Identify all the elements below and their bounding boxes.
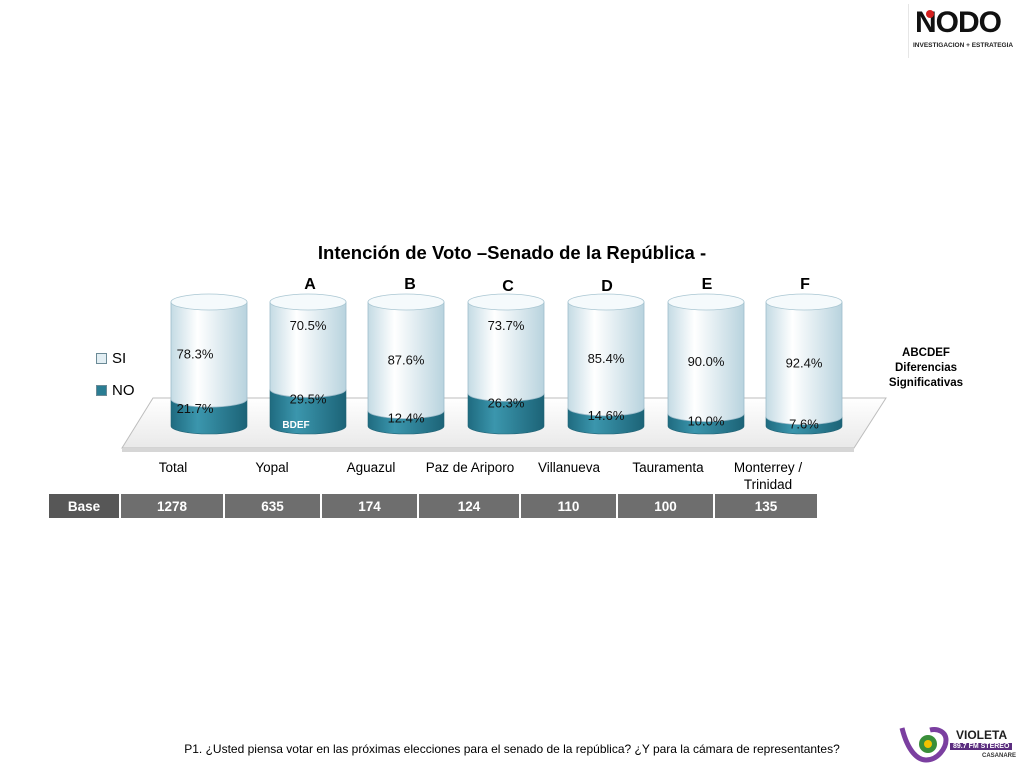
bar-cap-total [170,293,248,311]
significance-line3: Significativas [888,377,964,389]
base-table: Base 1278 635 174 124 110 100 135 [47,494,819,518]
column-letter-b: B [404,276,416,293]
legend-swatch-si [96,353,107,364]
base-value-monterrey-trinidad: 135 [715,494,817,518]
data-label-si-paz-de-ariporo: 73.7% [488,318,525,333]
bar-si-total [170,301,248,408]
bar-cap-paz-de-ariporo [467,293,545,311]
legend-item-si: SI [96,350,126,367]
pin-icon [926,10,934,18]
column-letter-d: D [601,278,613,295]
violeta-emblem-icon [899,727,949,763]
data-label-si-total: 78.3% [177,347,214,362]
base-value-aguazul: 174 [322,494,417,518]
bar-cap-villanueva [567,293,645,311]
violeta-name: VIOLETA [956,728,1008,742]
bar-si-aguazul [367,301,445,420]
category-label-tauramenta: Tauramenta [632,460,704,475]
significance-note: ABCDEF Diferencias Significativas [876,346,976,391]
violeta-sub: CASANARE [982,753,1017,759]
bar-cap-aguazul [367,293,445,311]
chart-floor-edge [122,448,854,452]
base-value-tauramenta: 100 [618,494,713,518]
base-label: Base [49,494,119,518]
category-label-yopal: Yopal [255,460,289,475]
bar-si-villanueva [567,301,645,417]
data-label-si-yopal: 70.5% [290,318,327,333]
chart-title: Intención de Voto –Senado de la Repúblic… [317,242,707,263]
legend-swatch-no [96,385,107,396]
data-label-no-tauramenta: 10.0% [688,414,725,429]
data-label-no-total: 21.7% [177,401,214,416]
violeta-band: 89.7 FM STEREO [950,743,1013,750]
column-letter-a: A [304,276,316,293]
category-label-villanueva: Villanueva [537,460,601,475]
base-value-villanueva: 110 [521,494,616,518]
question-text: P1. ¿Usted piensa votar en las próximas … [184,742,840,756]
data-label-si-tauramenta: 90.0% [688,354,725,369]
legend-item-no: NO [96,382,135,399]
bar-cap-tauramenta [667,293,745,311]
column-letter-c: C [502,278,514,295]
category-label-total: Total [158,460,188,475]
base-row: Base 1278 635 174 124 110 100 135 [49,494,817,518]
category-label-aguazul: Aguazul [346,460,396,475]
significance-letters: ABCDEF [902,347,950,359]
bar-cap-monterrey-trinidad [765,293,843,311]
nodo-logo: NODO INVESTIGACION + ESTRATEGIA [908,4,1019,58]
legend-label-si: SI [112,350,127,367]
data-label-no-paz-de-ariporo: 26.3% [488,395,525,410]
base-value-yopal: 635 [225,494,320,518]
violeta-logo: VIOLETA 89.7 FM STEREO CASANARE [898,722,1018,764]
bar-cap-yopal [269,293,347,311]
data-label-si-aguazul: 87.6% [388,352,425,367]
data-label-si-villanueva: 85.4% [588,351,625,366]
data-label-no-aguazul: 12.4% [388,411,425,426]
column-letter-f: F [800,276,810,293]
data-label-no-monterrey-trinidad: 7.6% [789,417,819,432]
bar-si-paz-de-ariporo [467,301,545,402]
legend-label-no: NO [112,382,135,399]
base-value-total: 1278 [121,494,223,518]
annotation-bdef: BDEF [282,420,309,431]
nodo-tagline: INVESTIGACION + ESTRATEGIA [913,42,1014,49]
data-label-no-villanueva: 14.6% [588,408,625,423]
data-label-no-yopal: 29.5% [290,391,327,406]
column-letter-e: E [701,276,713,293]
bar-si-yopal [269,301,347,398]
category-label-monterrey-trinidad: Monterrey / Trinidad [733,460,803,492]
base-value-paz-de-ariporo: 124 [419,494,519,518]
bar-si-tauramenta [667,301,745,422]
category-label-paz-de-ariporo: Paz de Ariporo [425,460,515,475]
significance-line2: Diferencias [894,362,957,374]
data-label-si-monterrey-trinidad: 92.4% [786,355,823,370]
bar-si-monterrey-trinidad [765,301,843,425]
